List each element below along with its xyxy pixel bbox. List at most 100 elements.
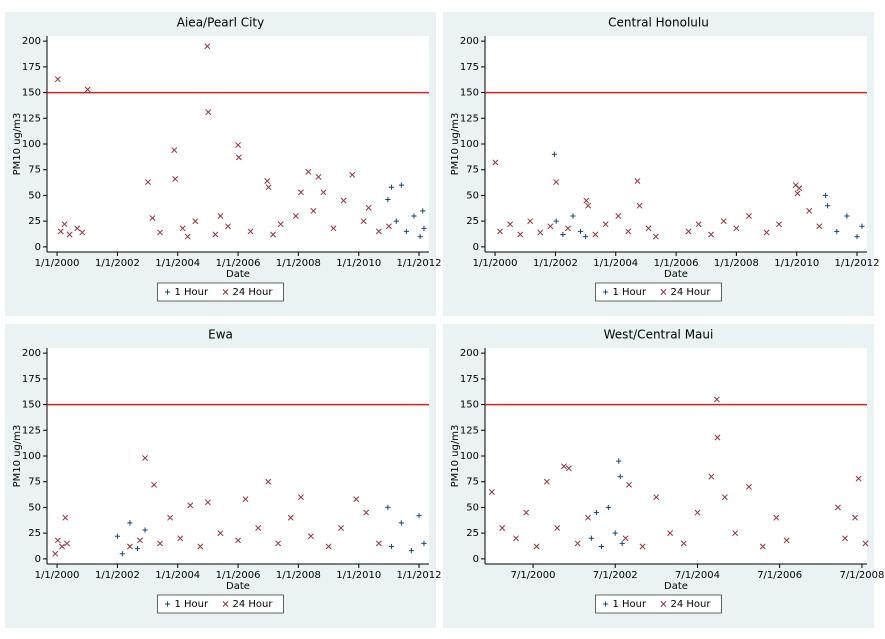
data-point (708, 473, 715, 480)
data-point (265, 184, 272, 191)
x-tick-label: 1/1/2004 (155, 258, 200, 269)
y-tick-label: 150 (22, 88, 41, 99)
panel: West/Central Maui 0 25 50 75 100 125 150 175 200 7… (443, 324, 884, 628)
legend-label: 24 Hour (233, 287, 274, 298)
legend-label: 1 Hour (175, 599, 210, 610)
data-point (577, 228, 584, 235)
data-point (783, 537, 790, 544)
y-tick-label: 75 (466, 477, 479, 488)
data-point (553, 179, 560, 186)
data-point (59, 543, 65, 550)
data-point (582, 233, 589, 240)
data-point (157, 229, 164, 236)
data-point (408, 548, 415, 554)
panel: Aiea/Pearl City 0 25 50 75 100 125 150 175 200 1/1… (5, 12, 441, 316)
x-tick-label: 7/1/2008 (839, 570, 884, 581)
y-tick-label: 0 (35, 554, 41, 565)
panel-title: Central Honolulu (608, 16, 709, 30)
data-point (363, 509, 370, 516)
y-tick-label: 50 (28, 502, 41, 513)
data-point (652, 233, 659, 240)
data-point (855, 475, 862, 482)
data-point (287, 514, 294, 521)
y-tick-label: 100 (460, 139, 479, 150)
data-point (720, 218, 727, 225)
data-point (225, 223, 231, 230)
y-axis-title: PM10 ug/m3 (12, 113, 23, 176)
data-point (615, 213, 622, 219)
x-axis-title: Date (664, 269, 688, 280)
data-point (64, 540, 71, 547)
x-tick-label: 1/1/2000 (473, 258, 518, 269)
data-point (602, 601, 609, 607)
data-point (554, 525, 561, 531)
data-point (721, 494, 728, 501)
data-point (825, 203, 831, 209)
data-point (421, 540, 427, 547)
plot-area (47, 348, 429, 564)
data-point (197, 543, 204, 550)
data-point (537, 229, 544, 236)
data-point (144, 179, 151, 186)
data-point (142, 527, 148, 533)
data-point (619, 540, 625, 547)
data-point (617, 473, 623, 480)
data-point (694, 509, 701, 516)
x-tick-label: 7/1/2002 (593, 570, 638, 581)
data-point (685, 228, 692, 235)
y-tick-label: 175 (460, 374, 479, 385)
data-point (388, 184, 395, 190)
data-point (235, 154, 242, 161)
data-point (385, 504, 391, 511)
data-point (375, 540, 382, 547)
legend-label: 24 Hour (671, 287, 712, 298)
data-point (593, 509, 600, 516)
data-point (222, 601, 229, 607)
plot-area (47, 36, 429, 252)
y-tick-label: 25 (466, 528, 479, 539)
data-point (583, 197, 590, 204)
data-point (119, 551, 125, 557)
y-tick-label: 0 (35, 242, 41, 253)
data-point (417, 233, 423, 240)
data-point (277, 221, 284, 228)
data-point (157, 540, 164, 547)
data-point (57, 228, 64, 235)
legend (595, 594, 722, 614)
data-point (365, 204, 372, 211)
data-point (564, 225, 571, 232)
data-point (523, 509, 530, 516)
data-point (305, 168, 312, 175)
data-point (74, 225, 81, 232)
y-tick-label: 0 (473, 242, 479, 253)
data-point (265, 478, 272, 485)
y-tick-label: 75 (28, 165, 41, 176)
data-point (841, 535, 848, 542)
legend (595, 282, 722, 302)
data-point (297, 189, 304, 196)
y-tick-label: 0 (473, 554, 479, 565)
panel-title: Ewa (208, 328, 233, 342)
panel: Ewa 0 25 50 75 100 125 150 175 200 1/1/2000 1/1/200… (5, 324, 441, 628)
x-tick-label: 1/1/2008 (276, 570, 321, 581)
x-tick-label: 1/1/2006 (216, 258, 261, 269)
data-point (179, 225, 186, 232)
x-tick-label: 1/1/2004 (155, 570, 200, 581)
data-point (622, 535, 629, 542)
data-point (320, 189, 327, 196)
data-point (360, 218, 367, 225)
legend-label: 1 Hour (613, 287, 648, 298)
x-axis-title: Date (664, 581, 688, 592)
data-point (398, 520, 404, 526)
data-point (708, 231, 715, 238)
data-point (255, 525, 262, 531)
data-point (54, 537, 61, 544)
x-tick-label: 1/1/2012 (835, 258, 880, 269)
data-point (340, 197, 347, 204)
data-point (745, 483, 752, 490)
x-tick-label: 1/1/2002 (533, 258, 578, 269)
x-tick-label: 7/1/2004 (675, 570, 720, 581)
data-point (192, 218, 199, 225)
data-point (626, 481, 633, 488)
data-point (127, 520, 133, 526)
